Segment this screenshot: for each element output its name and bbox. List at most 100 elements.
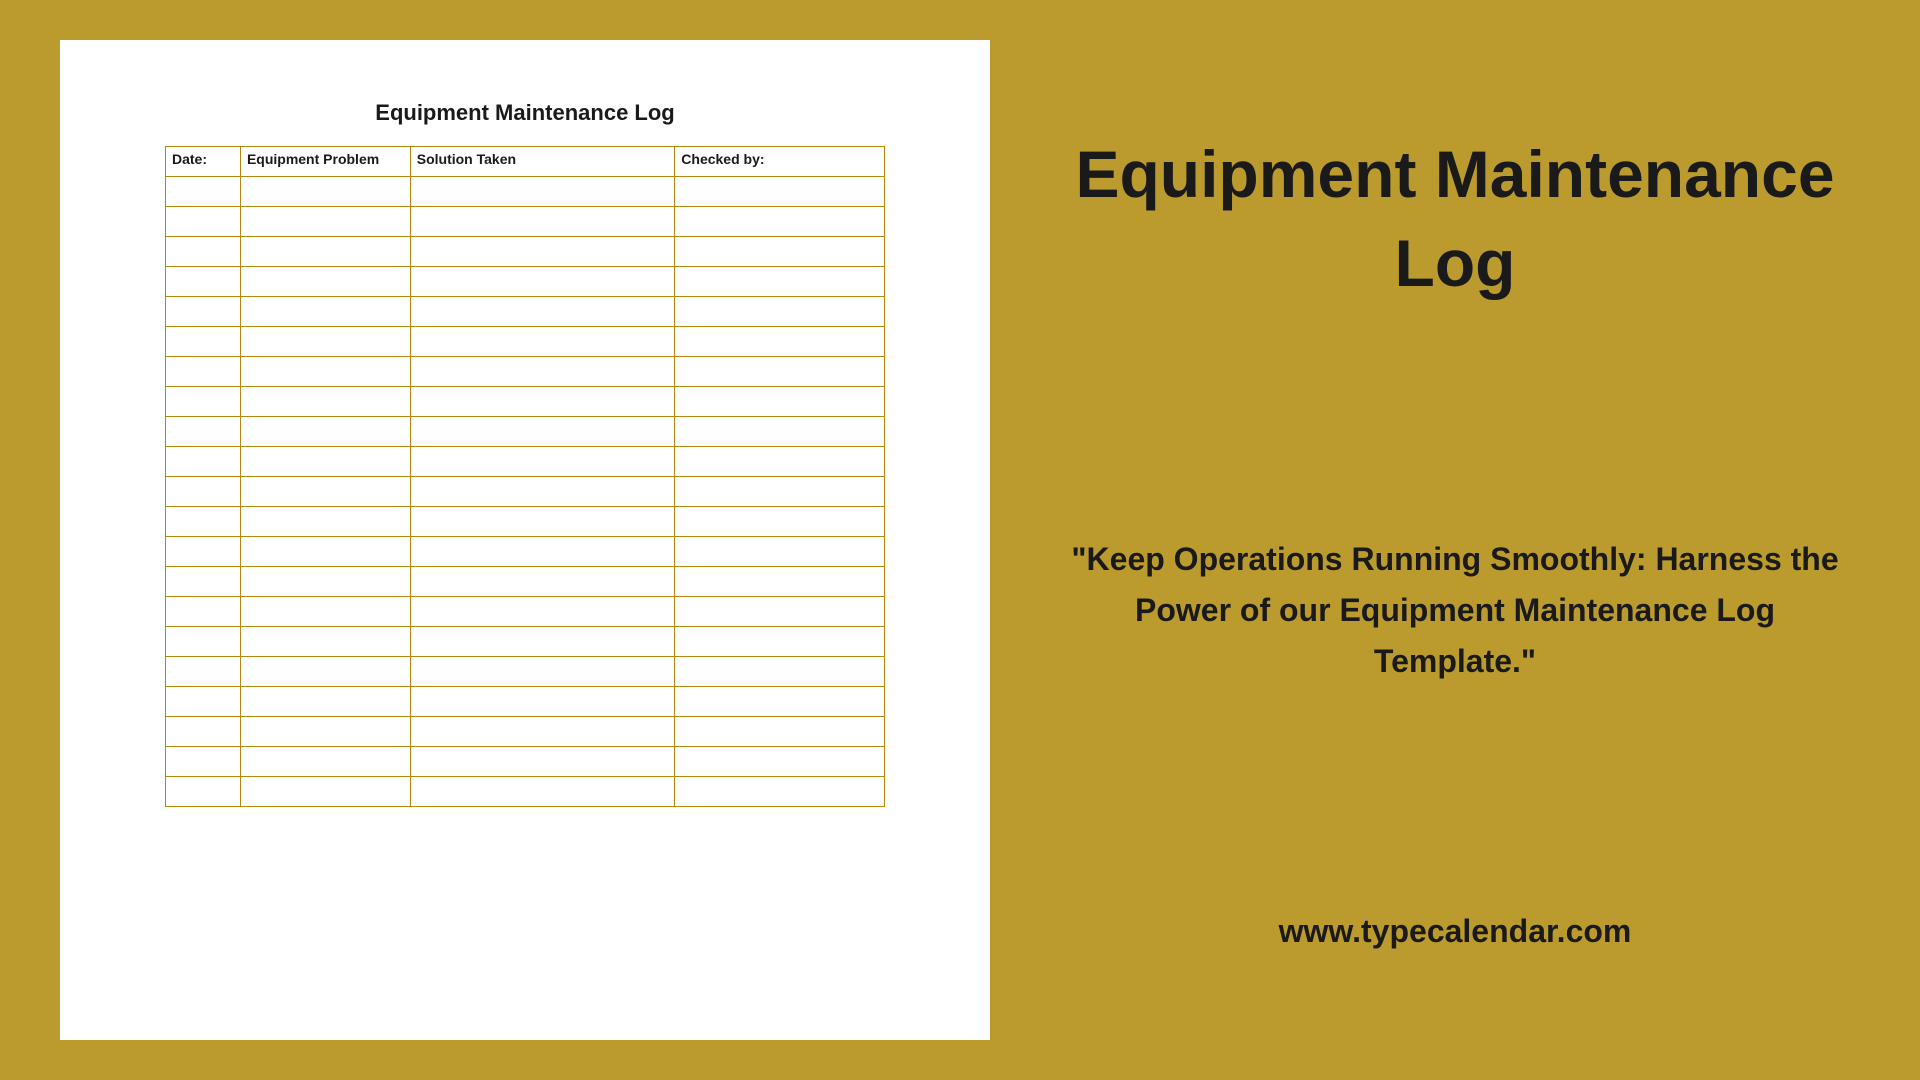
table-cell: [240, 597, 410, 627]
table-row: [166, 627, 885, 657]
table-cell: [240, 537, 410, 567]
table-cell: [240, 357, 410, 387]
table-cell: [240, 477, 410, 507]
table-cell: [410, 717, 675, 747]
table-cell: [240, 207, 410, 237]
col-header-date: Date:: [166, 147, 241, 177]
table-cell: [240, 507, 410, 537]
table-row: [166, 207, 885, 237]
table-cell: [410, 417, 675, 447]
table-cell: [240, 657, 410, 687]
document-preview: Equipment Maintenance Log Date: Equipmen…: [60, 40, 990, 1040]
table-cell: [675, 777, 885, 807]
table-body: [166, 177, 885, 807]
table-row: [166, 177, 885, 207]
table-cell: [166, 237, 241, 267]
table-cell: [410, 597, 675, 627]
table-row: [166, 537, 885, 567]
table-header-row: Date: Equipment Problem Solution Taken C…: [166, 147, 885, 177]
table-cell: [410, 777, 675, 807]
table-cell: [166, 777, 241, 807]
quote-text: "Keep Operations Running Smoothly: Harne…: [1070, 534, 1840, 688]
table-row: [166, 477, 885, 507]
log-table: Date: Equipment Problem Solution Taken C…: [165, 146, 885, 807]
table-cell: [166, 567, 241, 597]
table-cell: [410, 507, 675, 537]
table-cell: [675, 537, 885, 567]
table-row: [166, 387, 885, 417]
table-cell: [675, 177, 885, 207]
right-panel: Equipment Maintenance Log "Keep Operatio…: [1050, 90, 1860, 990]
table-cell: [675, 657, 885, 687]
table-cell: [675, 717, 885, 747]
table-cell: [410, 447, 675, 477]
table-row: [166, 687, 885, 717]
table-row: [166, 237, 885, 267]
table-cell: [166, 477, 241, 507]
table-cell: [166, 207, 241, 237]
table-cell: [410, 177, 675, 207]
table-cell: [240, 687, 410, 717]
table-cell: [675, 597, 885, 627]
table-cell: [410, 537, 675, 567]
table-cell: [240, 717, 410, 747]
table-cell: [240, 567, 410, 597]
table-cell: [240, 237, 410, 267]
table-cell: [166, 747, 241, 777]
table-cell: [675, 627, 885, 657]
table-cell: [675, 237, 885, 267]
col-header-checked: Checked by:: [675, 147, 885, 177]
table-cell: [166, 447, 241, 477]
table-cell: [675, 327, 885, 357]
table-row: [166, 597, 885, 627]
table-cell: [675, 267, 885, 297]
table-cell: [240, 447, 410, 477]
table-cell: [675, 447, 885, 477]
table-cell: [166, 297, 241, 327]
table-row: [166, 507, 885, 537]
table-row: [166, 717, 885, 747]
table-cell: [166, 597, 241, 627]
table-cell: [166, 267, 241, 297]
table-cell: [410, 567, 675, 597]
table-row: [166, 567, 885, 597]
table-cell: [166, 417, 241, 447]
website-url: www.typecalendar.com: [1279, 913, 1632, 950]
table-cell: [410, 747, 675, 777]
table-cell: [240, 747, 410, 777]
table-cell: [410, 207, 675, 237]
table-cell: [675, 387, 885, 417]
table-cell: [410, 357, 675, 387]
table-cell: [675, 357, 885, 387]
table-cell: [240, 627, 410, 657]
table-cell: [166, 687, 241, 717]
table-row: [166, 657, 885, 687]
table-cell: [240, 177, 410, 207]
table-cell: [240, 417, 410, 447]
table-cell: [166, 537, 241, 567]
table-cell: [410, 327, 675, 357]
table-cell: [240, 327, 410, 357]
table-cell: [675, 507, 885, 537]
table-row: [166, 447, 885, 477]
table-cell: [166, 177, 241, 207]
table-cell: [166, 327, 241, 357]
table-cell: [410, 477, 675, 507]
table-row: [166, 747, 885, 777]
canvas: Equipment Maintenance Log Date: Equipmen…: [0, 0, 1920, 1080]
table-cell: [675, 687, 885, 717]
table-cell: [675, 477, 885, 507]
table-cell: [410, 657, 675, 687]
table-cell: [166, 717, 241, 747]
table-cell: [675, 567, 885, 597]
table-cell: [240, 297, 410, 327]
table-cell: [675, 207, 885, 237]
table-cell: [166, 357, 241, 387]
main-title: Equipment Maintenance Log: [1070, 130, 1840, 308]
table-cell: [166, 387, 241, 417]
table-cell: [675, 747, 885, 777]
table-row: [166, 417, 885, 447]
table-cell: [675, 417, 885, 447]
document-title: Equipment Maintenance Log: [375, 100, 674, 126]
table-row: [166, 357, 885, 387]
